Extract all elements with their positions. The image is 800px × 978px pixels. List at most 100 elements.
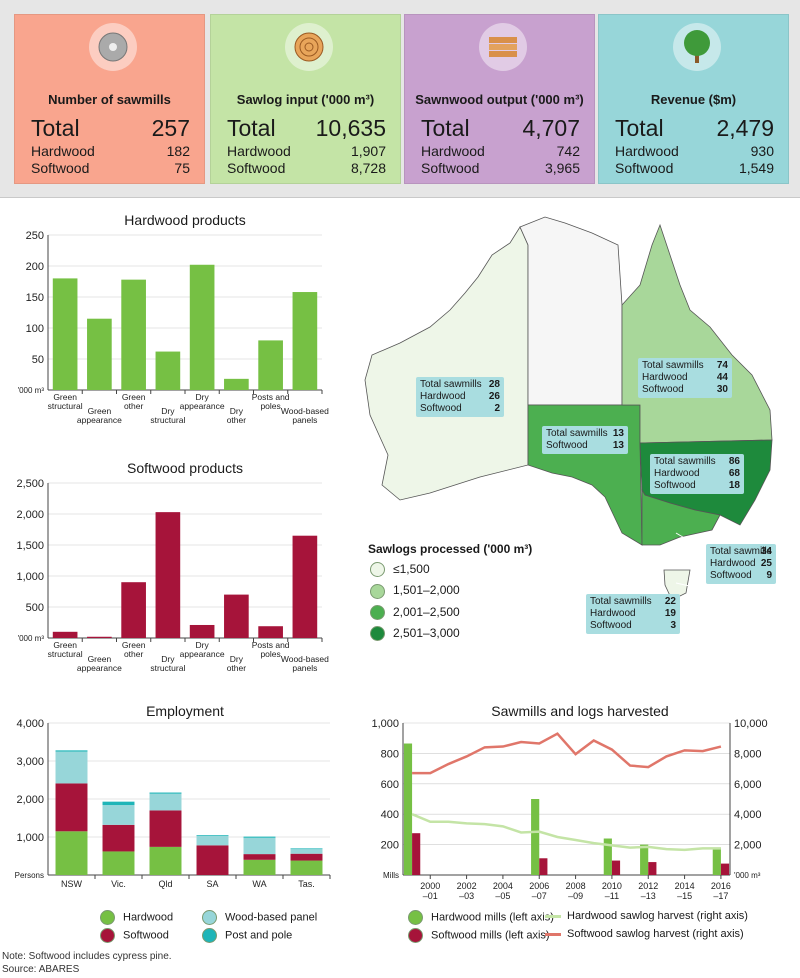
hardwood-mills-bar xyxy=(403,743,413,875)
hardwood-harvest-line xyxy=(411,813,721,852)
softwood-mills-bar xyxy=(648,862,657,875)
y-left-tick-label: 400 xyxy=(381,809,399,821)
employment-chart-title: Employment xyxy=(146,703,224,719)
callout-label: Hardwood xyxy=(420,391,466,402)
hardwood-mills-bar xyxy=(640,844,649,875)
y-right-tick-label: 8,000 xyxy=(734,748,762,760)
y-tick-label: 150 xyxy=(26,292,44,304)
x-tick-label: –01 xyxy=(423,891,438,901)
callout-row: Hardwood 19 xyxy=(590,608,676,620)
y-tick-label: 1,000 xyxy=(16,571,44,583)
x-tick-label: 2002 xyxy=(457,881,477,891)
card-row-value: 1,549 xyxy=(738,160,774,176)
stacked-bar-segment xyxy=(102,801,135,806)
x-tick-label: panels xyxy=(292,415,317,425)
card-row-label: Softwood xyxy=(615,160,674,176)
y-axis-unit: '000 m³ xyxy=(18,386,45,395)
y-right-tick-label: 6,000 xyxy=(734,779,762,791)
legend-line-swatch xyxy=(545,914,561,918)
x-tick-label: other xyxy=(124,649,144,659)
card-total-value: 10,635 xyxy=(315,115,386,141)
legend-swatch xyxy=(100,928,115,943)
callout-row: Total sawmills 13 xyxy=(546,428,624,440)
map-legend-swatch xyxy=(370,604,385,620)
map-callout-wa: Total sawmills 28 Hardwood 26 Softwood 2 xyxy=(416,377,504,417)
card-row-softwood: Softwood 75 xyxy=(31,160,190,176)
callout-row: Total sawmills 34 xyxy=(710,546,772,558)
y-tick-label: 1,500 xyxy=(16,540,44,552)
card-row-hardwood: Hardwood 182 xyxy=(31,143,190,159)
stacked-bar-segment xyxy=(102,851,135,875)
y-tick-label: 2,000 xyxy=(16,509,44,521)
legend-label: Softwood xyxy=(123,929,169,942)
stacked-bar-segment xyxy=(243,836,276,838)
callout-row: Hardwood 25 xyxy=(710,558,772,570)
callout-value: 18 xyxy=(728,480,740,491)
bar xyxy=(224,378,249,390)
x-tick-label: Wood-based xyxy=(281,406,329,416)
x-tick-label: Posts and xyxy=(252,640,290,650)
sawmills-legend-item: Hardwood sawlog harvest (right axis) xyxy=(545,910,748,922)
bar xyxy=(155,351,181,390)
callout-value: 26 xyxy=(488,391,500,402)
stacked-bar-segment xyxy=(290,849,323,854)
x-tick-label: Dry xyxy=(196,392,210,402)
card-row-label: Hardwood xyxy=(227,143,291,159)
callout-label: Total sawmills xyxy=(654,456,716,467)
stacked-bar-segment xyxy=(149,792,182,794)
map-callout-tas: Total sawmills 22 Hardwood 19 Softwood 3 xyxy=(586,594,680,634)
card-total-label: Total xyxy=(421,115,470,141)
map-legend-label: 1,501–2,000 xyxy=(393,583,460,598)
callout-label: Softwood xyxy=(546,440,588,451)
callout-row: Softwood 13 xyxy=(546,440,624,452)
x-tick-label: Green xyxy=(88,406,112,416)
x-tick-label: Qld xyxy=(158,879,172,889)
x-tick-label: Dry xyxy=(230,654,244,664)
map-legend-label: ≤1,500 xyxy=(393,562,430,576)
map-legend: Sawlogs processed ('000 m³) ≤1,500 1,501–… xyxy=(368,542,532,647)
card-row-label: Softwood xyxy=(227,160,286,176)
card-row-softwood: Softwood 3,965 xyxy=(421,160,580,176)
callout-label: Total sawmills xyxy=(710,546,772,557)
callout-row: Hardwood 68 xyxy=(654,468,740,480)
card-title: Revenue ($m) xyxy=(650,92,737,107)
callout-row: Softwood 3 xyxy=(590,620,676,632)
callout-label: Softwood xyxy=(710,570,752,581)
y-tick-label: 200 xyxy=(26,261,44,273)
stacked-bar-segment xyxy=(102,824,135,852)
map-legend-swatch xyxy=(370,626,385,642)
stacked-bar-segment xyxy=(243,859,276,875)
legend-swatch xyxy=(100,910,115,925)
stacked-bar-segment xyxy=(55,783,88,832)
stacked-bar-segment xyxy=(55,750,88,752)
x-tick-label: poles xyxy=(260,401,280,411)
map-region-vic xyxy=(641,488,721,546)
x-tick-label: panels xyxy=(292,663,317,673)
y-right-tick-label: 4,000 xyxy=(734,809,762,821)
map-legend-label: 2,501–3,000 xyxy=(393,625,460,640)
x-tick-label: 2008 xyxy=(566,881,586,891)
stacked-bar-segment xyxy=(102,805,135,825)
bar xyxy=(189,624,215,638)
employment-chart: 1,000 2,000 3,000 4,000 Persons NSW Vic. Qld SA W… xyxy=(15,718,331,889)
card-total: Total 2,479 xyxy=(615,115,774,142)
y-right-tick-label: 10,000 xyxy=(734,718,768,730)
legend-line-swatch xyxy=(545,932,561,936)
callout-value: 22 xyxy=(664,596,676,607)
bar xyxy=(155,512,181,638)
y-tick-label: 500 xyxy=(26,602,44,614)
employment-legend-item: Softwood xyxy=(100,928,169,943)
x-tick-label: Posts and xyxy=(252,392,290,402)
summary-card: Sawnwood output ('000 m³) Total 4,707 Har… xyxy=(404,14,595,184)
bar xyxy=(258,626,283,638)
callout-label: Total sawmills xyxy=(420,379,482,390)
callout-row: Softwood 18 xyxy=(654,480,740,492)
summary-card: Sawlog input ('000 m³) Total 10,635 Hardw… xyxy=(210,14,401,184)
legend-label: Hardwood sawlog harvest (right axis) xyxy=(567,910,748,922)
sawmills-legend-item: Softwood sawlog harvest (right axis) xyxy=(545,928,744,940)
card-row-value: 1,907 xyxy=(350,143,386,159)
sawmills-legend-item: Hardwood mills (left axis) xyxy=(408,910,554,925)
summary-card: Number of sawmills Total 257 Hardwood 182 … xyxy=(14,14,205,184)
x-tick-label: –13 xyxy=(641,891,656,901)
x-tick-label: Dry xyxy=(161,654,175,664)
